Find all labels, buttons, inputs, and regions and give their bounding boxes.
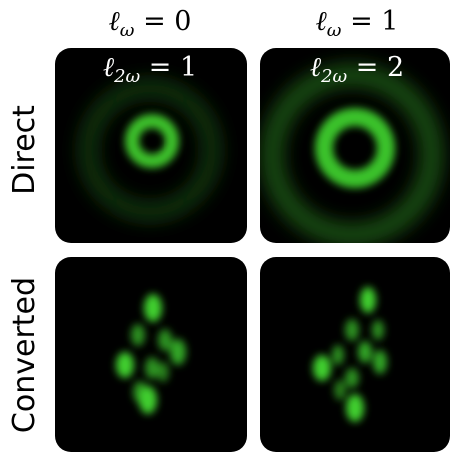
- label-part: ω: [327, 20, 342, 41]
- column-header: ℓω = 0: [109, 6, 192, 41]
- figure: ℓω = 0 ℓ2ω = 1 ℓω = 1 ℓ2ω = 2 Direct Con…: [0, 0, 454, 454]
- column-header: ℓω = 1: [316, 6, 399, 41]
- panel-converted-0: [55, 257, 247, 452]
- panel-converted-1: [260, 257, 450, 452]
- label-part: ℓ: [103, 52, 115, 83]
- label-part: = 1: [140, 52, 197, 83]
- label-part: 2ω: [320, 66, 347, 87]
- label-part: ℓ: [316, 6, 328, 37]
- label-part: 2ω: [113, 66, 140, 87]
- label-part: = 2: [347, 52, 404, 83]
- label-part: = 0: [134, 6, 191, 37]
- label-part: = 1: [341, 6, 398, 37]
- label-part: ω: [120, 20, 135, 41]
- row-label: Direct: [7, 105, 42, 195]
- label-part: ℓ: [310, 52, 322, 83]
- label-part: ℓ: [109, 6, 121, 37]
- row-label: Converted: [7, 277, 42, 433]
